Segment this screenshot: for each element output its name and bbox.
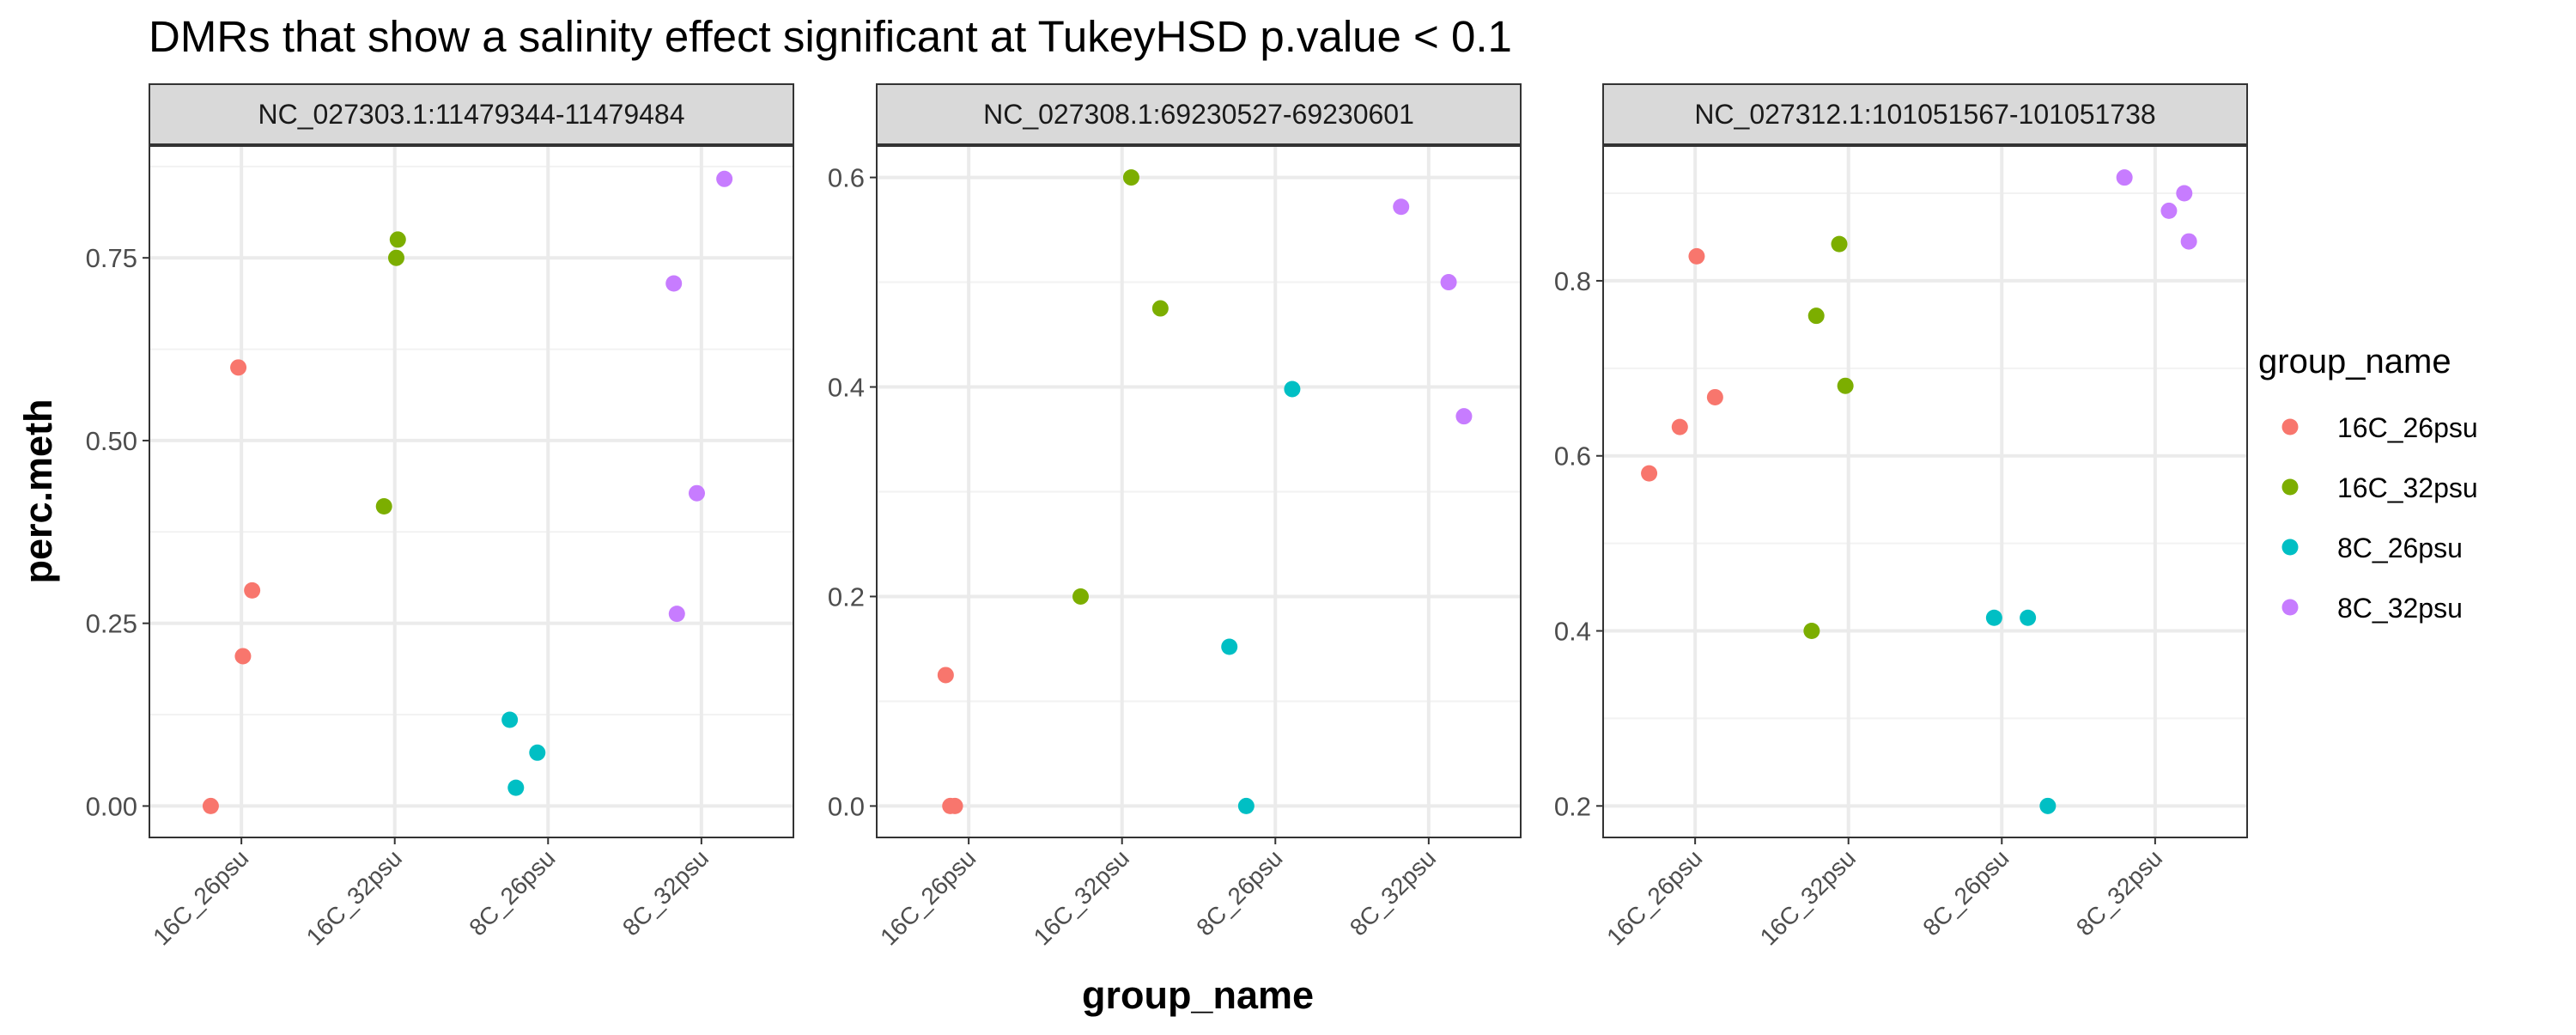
- panel-border: [876, 145, 1522, 838]
- data-point: [389, 231, 406, 248]
- legend-key: [2281, 539, 2299, 556]
- facet-panel: 0.00 0.25 0.50 0.75 16C_26psu 16C_32psu 8C_26p…: [86, 83, 794, 951]
- facet-strip-label: NC_027308.1:69230527-69230601: [983, 99, 1414, 130]
- data-point: [529, 744, 546, 761]
- legend-entry: 16C_32psu: [2281, 472, 2478, 503]
- panel-background: [149, 146, 793, 837]
- data-point: [501, 711, 519, 728]
- data-point: [689, 484, 705, 502]
- y-tick-label: 0.6: [828, 163, 865, 193]
- data-point: [202, 797, 219, 814]
- facet-panel: 0.2 0.4 0.6 0.8 16C_26psu 16C_32psu 8C_26psu 8C…: [1554, 83, 2248, 951]
- data-point: [1803, 623, 1820, 640]
- legend-entry: 8C_26psu: [2281, 533, 2463, 563]
- legend-title: group_name: [2258, 343, 2451, 381]
- chart-title: DMRs that show a salinity effect signifi…: [149, 12, 1512, 61]
- y-tick-label: 0.8: [1554, 266, 1591, 296]
- data-point: [2039, 797, 2057, 814]
- x-tick-label: 8C_26psu: [1191, 844, 1287, 941]
- data-point: [1706, 388, 1723, 405]
- data-point: [665, 275, 683, 292]
- data-point: [244, 581, 261, 599]
- data-point: [1641, 465, 1658, 482]
- x-tick-label: 16C_32psu: [1755, 844, 1861, 950]
- legend-entry: 16C_26psu: [2281, 412, 2478, 443]
- data-point: [507, 779, 525, 796]
- legend: group_name 16C_26psu 16C_32psu 8C_26psu 8C_…: [2258, 343, 2478, 624]
- data-point: [2176, 185, 2193, 202]
- data-point: [1151, 300, 1169, 317]
- legend-label: 8C_32psu: [2337, 593, 2463, 624]
- y-axis-label: perc.meth: [16, 399, 60, 583]
- legend-entry: 8C_32psu: [2281, 593, 2463, 624]
- panel-border: [1602, 145, 2248, 838]
- y-tick-label: 0.2: [828, 581, 865, 612]
- panel-border: [149, 145, 794, 838]
- panel-background: [1603, 146, 2247, 837]
- data-point: [388, 249, 404, 266]
- x-tick-label: 8C_26psu: [1917, 844, 2014, 941]
- y-tick-label: 0.00: [86, 791, 137, 821]
- x-tick-label: 8C_32psu: [617, 844, 714, 941]
- y-tick-label: 0.4: [1554, 617, 1591, 647]
- facet-strip: [149, 83, 794, 145]
- legend-label: 16C_26psu: [2337, 412, 2478, 443]
- legend-label: 16C_32psu: [2337, 472, 2478, 503]
- data-point: [2116, 169, 2133, 186]
- y-tick-label: 0.50: [86, 426, 137, 456]
- y-tick-label: 0.4: [828, 373, 865, 403]
- x-tick-label: 16C_26psu: [1601, 844, 1707, 950]
- data-point: [937, 667, 954, 684]
- data-point: [1831, 235, 1848, 253]
- y-tick-label: 0.6: [1554, 441, 1591, 472]
- x-tick-label: 16C_26psu: [875, 844, 981, 950]
- data-point: [1221, 638, 1238, 655]
- legend-key: [2281, 599, 2299, 616]
- legend-key: [2281, 478, 2299, 496]
- y-tick-label: 0.0: [828, 791, 865, 821]
- facet-panel: 0.0 0.2 0.4 0.6 16C_26psu 16C_32psu 8C_26psu 8C…: [828, 83, 1522, 951]
- y-tick-label: 0.25: [86, 609, 137, 639]
- data-point: [1985, 609, 2002, 626]
- x-tick-label: 16C_26psu: [148, 844, 253, 950]
- data-point: [1671, 418, 1688, 435]
- data-point: [1837, 377, 1854, 394]
- x-tick-label: 8C_26psu: [464, 844, 560, 941]
- data-point: [1237, 797, 1255, 814]
- data-point: [946, 797, 963, 814]
- data-point: [668, 606, 685, 623]
- x-tick-label: 16C_32psu: [301, 844, 407, 950]
- data-point: [2160, 202, 2178, 219]
- x-tick-label: 16C_32psu: [1029, 844, 1134, 950]
- data-point: [1455, 408, 1473, 425]
- y-tick-label: 0.2: [1554, 791, 1591, 821]
- data-point: [2180, 233, 2197, 250]
- facet-strip: [876, 83, 1522, 145]
- facet-strip-label: NC_027312.1:101051567-101051738: [1694, 99, 2155, 130]
- y-tick-label: 0.75: [86, 243, 137, 273]
- data-point: [1072, 588, 1089, 605]
- data-point: [230, 359, 247, 376]
- data-point: [1688, 247, 1705, 265]
- data-point: [1284, 381, 1301, 398]
- legend-key: [2281, 418, 2299, 435]
- data-point: [716, 170, 733, 187]
- x-axis-label: group_name: [1082, 973, 1314, 1017]
- data-point: [234, 648, 252, 665]
- facet-strip: [1602, 83, 2248, 145]
- x-tick-label: 8C_32psu: [2071, 844, 2167, 941]
- facet-strip-label: NC_027303.1:11479344-11479484: [258, 99, 684, 130]
- data-point: [1440, 274, 1457, 291]
- x-tick-label: 8C_32psu: [1345, 844, 1441, 941]
- data-point: [1807, 307, 1825, 325]
- legend-label: 8C_26psu: [2337, 533, 2463, 563]
- data-point: [1122, 169, 1139, 186]
- data-point: [2020, 609, 2037, 626]
- data-point: [1393, 198, 1410, 216]
- data-point: [375, 498, 392, 515]
